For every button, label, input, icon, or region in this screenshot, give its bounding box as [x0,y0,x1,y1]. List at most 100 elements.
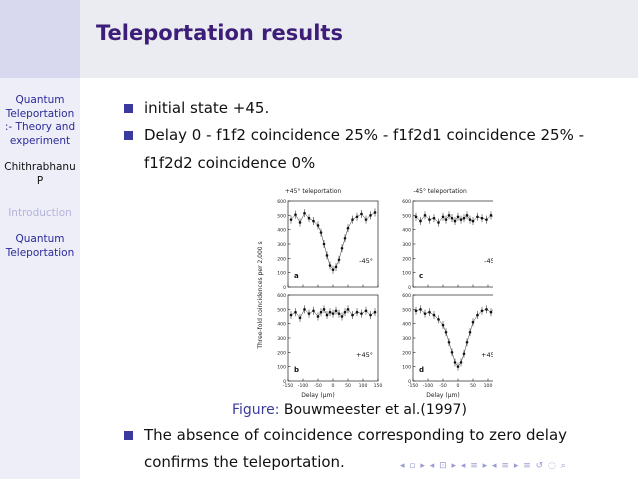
data-point [444,330,448,334]
data-point [437,221,440,224]
data-point [294,310,297,314]
data-point [485,218,488,221]
data-point [298,221,302,224]
y-tick-label: 300 [277,242,286,248]
data-point [340,315,344,318]
data-point [312,219,315,223]
data-point [441,323,445,327]
data-point [337,258,341,262]
x-tick-label: 100 [359,383,368,389]
y-tick-label: 200 [277,350,286,356]
data-point [447,214,451,217]
data-point [462,216,466,220]
data-point [303,308,306,311]
data-point [373,211,377,214]
data-point [331,268,335,272]
y-tick-label: 500 [277,213,286,219]
data-point [328,310,332,314]
x-tick-label: -100 [423,383,434,389]
data-point [343,310,347,314]
data-point [432,313,436,317]
data-point [325,254,329,257]
y-tick-label: 500 [277,307,286,313]
bullet-marker [124,131,133,140]
data-point [456,365,460,368]
data-point [476,313,479,317]
sidebar-presentation-title[interactable]: Quantum Teleportation :- Theory and expe… [0,94,80,148]
data-point [423,214,427,217]
data-point [360,212,363,216]
bullet-initial-state: initial state +45. [144,99,270,117]
x-axis-label-right: Delay (μm) [426,392,459,399]
sidebar-section-line: Teleportation [5,246,75,259]
panel-letter: b [294,366,299,374]
data-point [322,242,326,246]
y-tick-label: 400 [402,322,411,328]
data-point [459,218,463,221]
plot-frame [287,200,379,288]
data-point [468,218,472,221]
x-tick-label: -50 [439,383,447,389]
data-point [325,313,329,317]
data-point [328,264,332,267]
data-point [480,216,484,220]
sidebar-section-introduction[interactable]: Introduction [8,207,72,219]
y-tick-label: 600 [402,293,411,299]
data-point [289,218,293,221]
sidebar-title-line: Teleportation [5,107,75,120]
data-point [471,219,475,223]
y-tick-label: 400 [277,228,286,234]
data-point [437,318,440,321]
y-tick-label: 500 [402,307,411,313]
x-tick-label: 50 [345,383,351,389]
bullet-marker [124,431,133,440]
y-tick-label: 300 [402,242,411,248]
data-point [444,218,448,221]
bullet-delay-line2: f1f2d2 coincidence 0% [144,154,316,172]
data-point [298,316,302,320]
data-point [334,265,338,269]
data-point [462,352,466,356]
data-point [307,216,311,220]
data-point [364,309,368,313]
figure-caption: Figure: Bouwmeester et al.(1997) [232,402,467,418]
y-tick-label: 200 [277,256,286,262]
data-point [450,351,454,354]
y-tick-label: 600 [277,199,286,205]
data-point [476,215,479,219]
x-tick-label: 0 [457,383,460,389]
y-tick-label: 400 [277,322,286,328]
plot-frame [412,294,493,382]
data-point [489,214,493,217]
left-panel-header: +45° teleportation [285,188,342,195]
sidebar: Quantum Teleportation :- Theory and expe… [0,0,80,479]
sidebar-section-quantum-teleportation[interactable]: Quantum Teleportation [0,233,80,260]
data-point [322,308,326,311]
y-tick-label: 600 [402,199,411,205]
x-tick-label: 0 [332,383,335,389]
bullet-marker [124,104,133,113]
y-tick-label: 100 [277,271,286,277]
data-point [428,310,431,314]
y-tick-label: 0 [283,285,286,291]
polarizer-annotation: -45° [484,257,493,265]
data-point [289,313,293,317]
x-tick-label: -50 [314,383,322,389]
sidebar-title-line: experiment [9,134,71,147]
data-point [351,313,354,317]
x-axis-label-left: Delay (μm) [301,392,334,399]
data-point [453,219,457,223]
data-point [471,320,475,324]
polarizer-annotation: +45° [356,351,373,359]
data-point [369,214,372,217]
bullet-delay-line1: Delay 0 - f1f2 coincidence 25% - f1f2d1 … [144,126,585,144]
y-tick-label: 600 [277,293,286,299]
polarizer-annotation: +45° [481,351,493,359]
panel-letter: d [419,366,424,374]
data-point [480,309,484,313]
x-tick-label: 100 [484,383,493,389]
sidebar-author[interactable]: Chithrabhanu P [0,161,80,188]
beamer-navigation-controls[interactable]: ◂ ▫ ▸ ◂ ⊡ ▸ ◂ ≡ ▸ ◂ ≡ ▸ ≡ ↺ ◌ ⌕ [400,461,567,471]
y-tick-label: 200 [402,350,411,356]
y-tick-label: 100 [402,271,411,277]
